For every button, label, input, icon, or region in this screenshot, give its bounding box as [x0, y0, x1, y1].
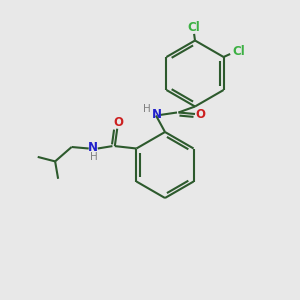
Text: N: N: [152, 108, 162, 122]
Text: H: H: [90, 152, 98, 163]
Text: H: H: [142, 104, 150, 114]
Text: O: O: [114, 116, 124, 129]
Text: Cl: Cl: [188, 21, 200, 34]
Text: Cl: Cl: [232, 45, 245, 58]
Text: N: N: [88, 141, 98, 154]
Text: O: O: [195, 107, 206, 121]
